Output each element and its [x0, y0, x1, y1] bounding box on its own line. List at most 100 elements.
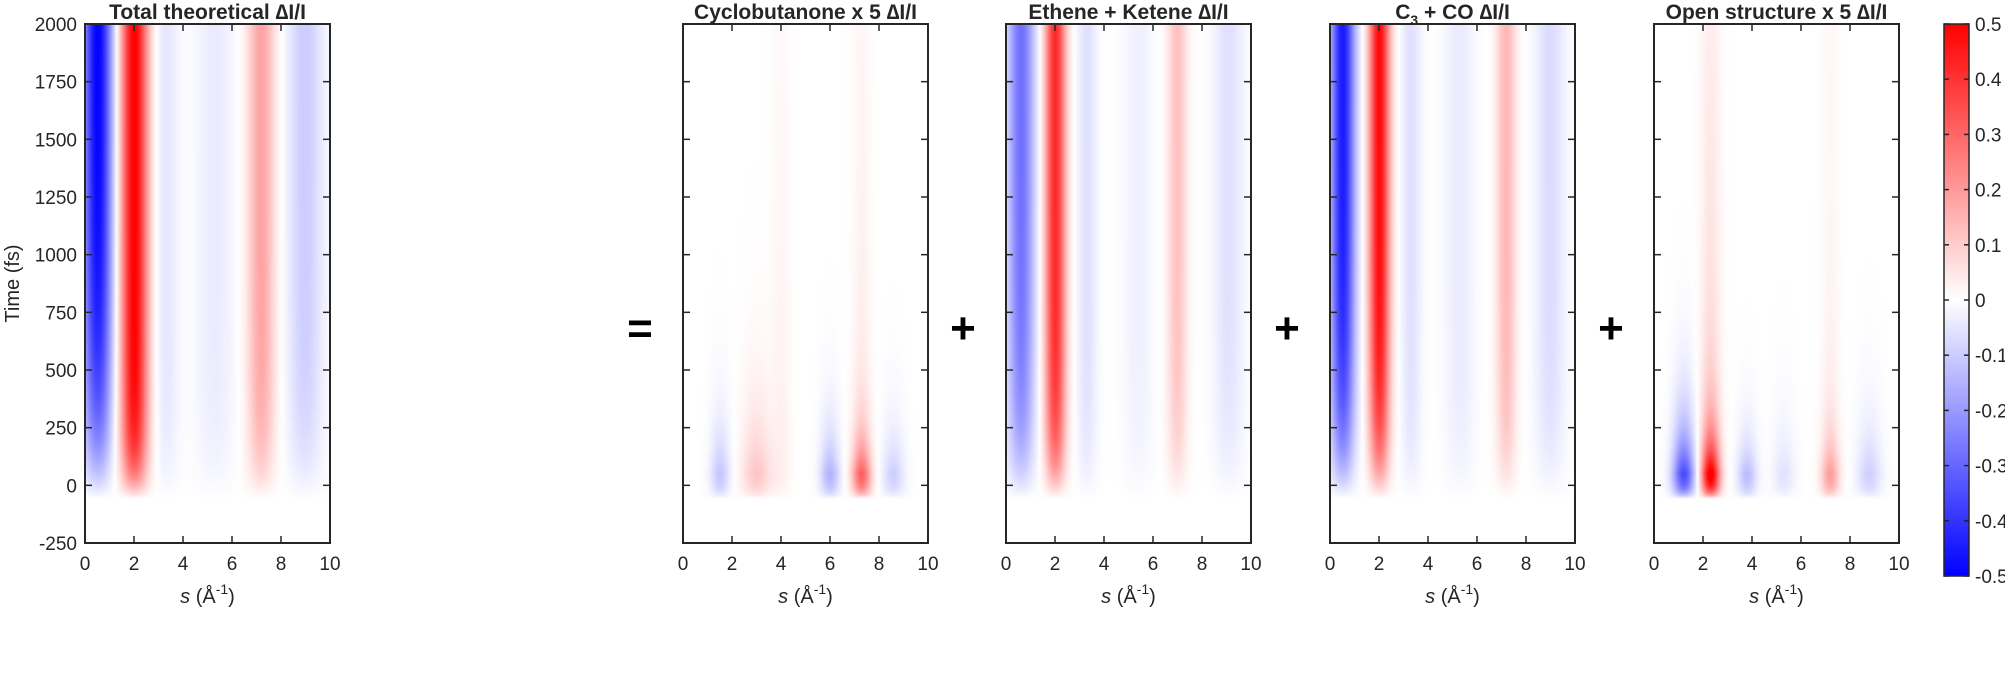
- x-axis-label: s (Å-1): [778, 581, 833, 608]
- x-tick-label: 10: [917, 554, 938, 575]
- x-axis-symbol: s: [1101, 586, 1111, 608]
- plot-frame: [84, 23, 331, 544]
- panel-title: C3 + CO ∆I/I: [1395, 1, 1510, 28]
- colorbar-tick-label: 0: [1975, 291, 1986, 312]
- y-tick-label: 1250: [35, 188, 77, 209]
- x-tick-label: 2: [727, 554, 738, 575]
- x-tick-label: 6: [1472, 554, 1483, 575]
- y-tick-label: 1000: [35, 246, 77, 267]
- x-axis-symbol: s: [180, 586, 190, 608]
- heatmap-cyclobutanone: [683, 24, 928, 543]
- x-tick-label: 8: [1197, 554, 1208, 575]
- colorbar-tick-label: -0.2: [1975, 401, 2005, 422]
- x-axis-close: ): [1473, 586, 1480, 608]
- x-tick-label: 0: [1649, 554, 1660, 575]
- plus-sign: +: [950, 304, 976, 353]
- y-tick-label: 0: [66, 476, 77, 497]
- x-tick-label: 2: [129, 554, 140, 575]
- panel-open-structure: Open structure x 5 ∆I/I 0 2 4 6 8 10 s (Å-1): [1649, 1, 1910, 608]
- x-tick-label: 8: [1845, 554, 1856, 575]
- x-tick-label: 10: [1564, 554, 1585, 575]
- x-axis-unit: (Å: [788, 585, 814, 608]
- colorbar-tick-label: -0.5: [1975, 567, 2005, 588]
- colorbar-tick-label: -0.1: [1975, 346, 2005, 367]
- y-tick-label: 500: [45, 361, 77, 382]
- title-part: + CO ∆I/I: [1418, 1, 1510, 24]
- x-axis-unit: (Å: [1759, 585, 1785, 608]
- x-axis-label: s (Å-1): [1101, 581, 1156, 608]
- x-tick-label: 6: [227, 554, 238, 575]
- x-axis-exponent: -1: [814, 581, 827, 597]
- x-tick-label: 8: [276, 554, 287, 575]
- x-axis-unit: (Å: [1435, 585, 1461, 608]
- x-axis-exponent: -1: [1137, 581, 1150, 597]
- colorbar-tick-label: 0.5: [1975, 15, 2001, 36]
- equals-sign: =: [627, 304, 653, 353]
- colorbar-tick-label: -0.4: [1975, 512, 2005, 533]
- plot-frame: [1005, 23, 1252, 544]
- plot-frame: [682, 23, 929, 544]
- colorbar-tick-label: 0.3: [1975, 125, 2001, 146]
- heatmap-c3-co: [1330, 24, 1575, 543]
- colorbar-tick-label: 0.4: [1975, 70, 2002, 91]
- x-tick-label: 0: [678, 554, 689, 575]
- x-tick-label: 10: [319, 554, 340, 575]
- x-tick-label: 4: [1099, 554, 1110, 575]
- panel-total: Total theoretical ∆I/I0 2 4 6 8 10-2500250500…: [35, 1, 341, 608]
- operators-group: = + + +: [627, 304, 1624, 353]
- x-axis-symbol: s: [1425, 586, 1435, 608]
- x-axis-close: ): [1797, 586, 1804, 608]
- colorbar-tick-label: 0.2: [1975, 181, 2001, 202]
- y-tick-label: 250: [45, 419, 77, 440]
- y-tick-label: -250: [39, 534, 77, 555]
- y-tick-label: 750: [45, 303, 77, 324]
- y-axis-label: Time (fs): [2, 244, 24, 322]
- x-axis-label: s (Å-1): [1425, 581, 1480, 608]
- x-axis-label: s (Å-1): [1749, 581, 1804, 608]
- panel-c3-co: C3 + CO ∆I/I 0 2 4 6 8 10 s (Å-1): [1325, 1, 1586, 608]
- panel-title: Open structure x 5 ∆I/I: [1666, 1, 1888, 24]
- x-tick-label: 6: [1148, 554, 1159, 575]
- x-tick-label: 4: [776, 554, 787, 575]
- x-axis-unit: (Å: [190, 585, 216, 608]
- x-tick-label: 4: [1747, 554, 1758, 575]
- x-tick-label: 10: [1888, 554, 1909, 575]
- x-axis-exponent: -1: [1461, 581, 1474, 597]
- x-tick-label: 10: [1240, 554, 1261, 575]
- panel-cyclobutanone: Cyclobutanone x 5 ∆I/I 0 2 4 6 8 10 s (Å-1): [678, 1, 939, 608]
- panel-title: Ethene + Ketene ∆I/I: [1028, 1, 1228, 24]
- panel-title: Cyclobutanone x 5 ∆I/I: [694, 1, 917, 24]
- x-tick-label: 8: [1521, 554, 1532, 575]
- y-tick-label: 2000: [35, 15, 77, 36]
- plot-frame: [1653, 23, 1900, 544]
- x-axis-label: s (Å-1): [180, 581, 235, 608]
- x-tick-label: 0: [1001, 554, 1012, 575]
- panel-title: Total theoretical ∆I/I: [109, 1, 306, 24]
- colorbar-tick-label: -0.3: [1975, 457, 2005, 478]
- x-axis-close: ): [1149, 586, 1156, 608]
- x-axis-exponent: -1: [216, 581, 229, 597]
- colorbar-tick-label: 0.1: [1975, 236, 2001, 257]
- x-tick-label: 8: [874, 554, 885, 575]
- x-tick-label: 6: [825, 554, 836, 575]
- x-tick-label: 0: [80, 554, 91, 575]
- y-tick-label: 1500: [35, 130, 77, 151]
- x-axis-close: ): [228, 586, 235, 608]
- panels-group: Total theoretical ∆I/I0 2 4 6 8 10-2500250500…: [2, 1, 1910, 608]
- x-tick-label: 6: [1796, 554, 1807, 575]
- x-tick-label: 0: [1325, 554, 1336, 575]
- title-part: C: [1395, 1, 1410, 24]
- x-axis-symbol: s: [1749, 586, 1759, 608]
- x-tick-label: 4: [1423, 554, 1434, 575]
- plus-sign: +: [1274, 304, 1300, 353]
- x-tick-label: 2: [1374, 554, 1385, 575]
- heatmap-total: [85, 24, 330, 543]
- x-tick-label: 2: [1698, 554, 1709, 575]
- plus-sign: +: [1598, 304, 1624, 353]
- plot-frame: [1329, 23, 1576, 544]
- y-tick-label: 1750: [35, 73, 77, 94]
- heatmap-ethene-ketene: [1006, 24, 1251, 543]
- x-axis-exponent: -1: [1785, 581, 1798, 597]
- heatmap-open-structure: [1654, 24, 1899, 543]
